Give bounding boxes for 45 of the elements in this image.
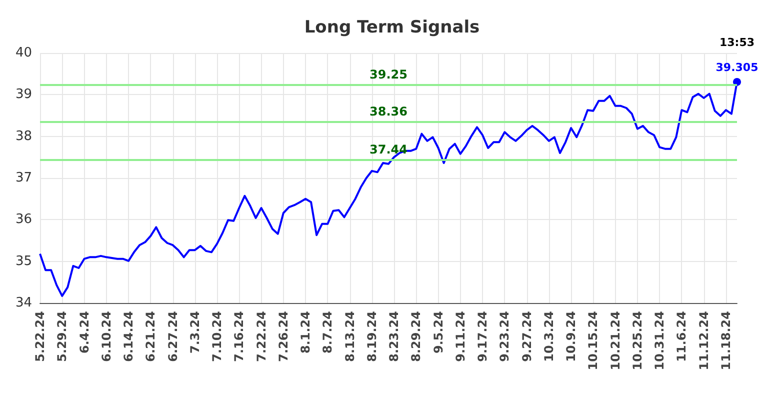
- x-tick-label: 7.10.24: [210, 311, 224, 362]
- x-tick-label: 10.21.24: [608, 311, 622, 370]
- x-tick-label: 6.4.24: [77, 311, 92, 354]
- x-tick-label: 7.16.24: [232, 311, 246, 362]
- x-tick-label: 8.23.24: [387, 311, 402, 362]
- x-tick-label: 10.9.24: [564, 311, 578, 362]
- y-tick-label: 35: [15, 254, 32, 269]
- x-tick-label: 8.19.24: [364, 311, 379, 362]
- x-tick-label: 11.6.24: [674, 311, 689, 362]
- x-tick-label: 7.22.24: [254, 311, 268, 362]
- x-tick-label: 7.26.24: [276, 311, 290, 362]
- ref-line-label: 39.25: [370, 67, 408, 82]
- x-tick-label: 6.14.24: [122, 311, 136, 362]
- x-tick-label: 9.5.24: [431, 311, 446, 354]
- x-tick-label: 8.7.24: [320, 311, 335, 354]
- x-tick-label: 8.29.24: [409, 311, 424, 362]
- y-tick-label: 34: [15, 296, 32, 310]
- y-tick-label: 37: [15, 170, 32, 186]
- x-tick-label: 10.15.24: [586, 311, 600, 370]
- x-tick-label: 7.3.24: [188, 311, 202, 354]
- chart-title: Long Term Signals: [304, 18, 480, 38]
- x-tick-label: 9.17.24: [476, 311, 490, 362]
- x-tick-label: 10.3.24: [542, 311, 556, 362]
- x-tick-label: 10.31.24: [652, 311, 667, 370]
- x-tick-label: 5.22.24: [33, 311, 47, 362]
- x-tick-label: 9.23.24: [498, 311, 512, 362]
- y-tick-label: 36: [15, 212, 32, 228]
- x-tick-label: 9.11.24: [453, 311, 468, 362]
- text: 13:53: [719, 36, 755, 49]
- y-tick-label: 40: [15, 46, 32, 60]
- x-tick-label: 10.25.24: [630, 311, 644, 370]
- x-tick-label: 9.27.24: [520, 311, 534, 362]
- y-tick-label: 38: [15, 128, 32, 144]
- data-label: 39.305: [716, 60, 758, 74]
- x-tick-label: 5.29.24: [55, 311, 70, 362]
- ref-line-label: 37.44: [370, 142, 408, 157]
- x-tick-label: 8.13.24: [342, 311, 357, 362]
- ref-line-label: 38.36: [370, 104, 408, 118]
- x-tick-label: 6.21.24: [144, 311, 158, 362]
- x-tick-label: 6.10.24: [99, 311, 114, 362]
- x-tick-label: 11.12.24: [696, 311, 711, 370]
- y-tick-label: 39: [15, 87, 32, 102]
- x-tick-label: 11.18.24: [718, 311, 733, 370]
- x-tick-label: 6.27.24: [166, 311, 180, 362]
- x-tick-label: 8.1.24: [298, 311, 313, 354]
